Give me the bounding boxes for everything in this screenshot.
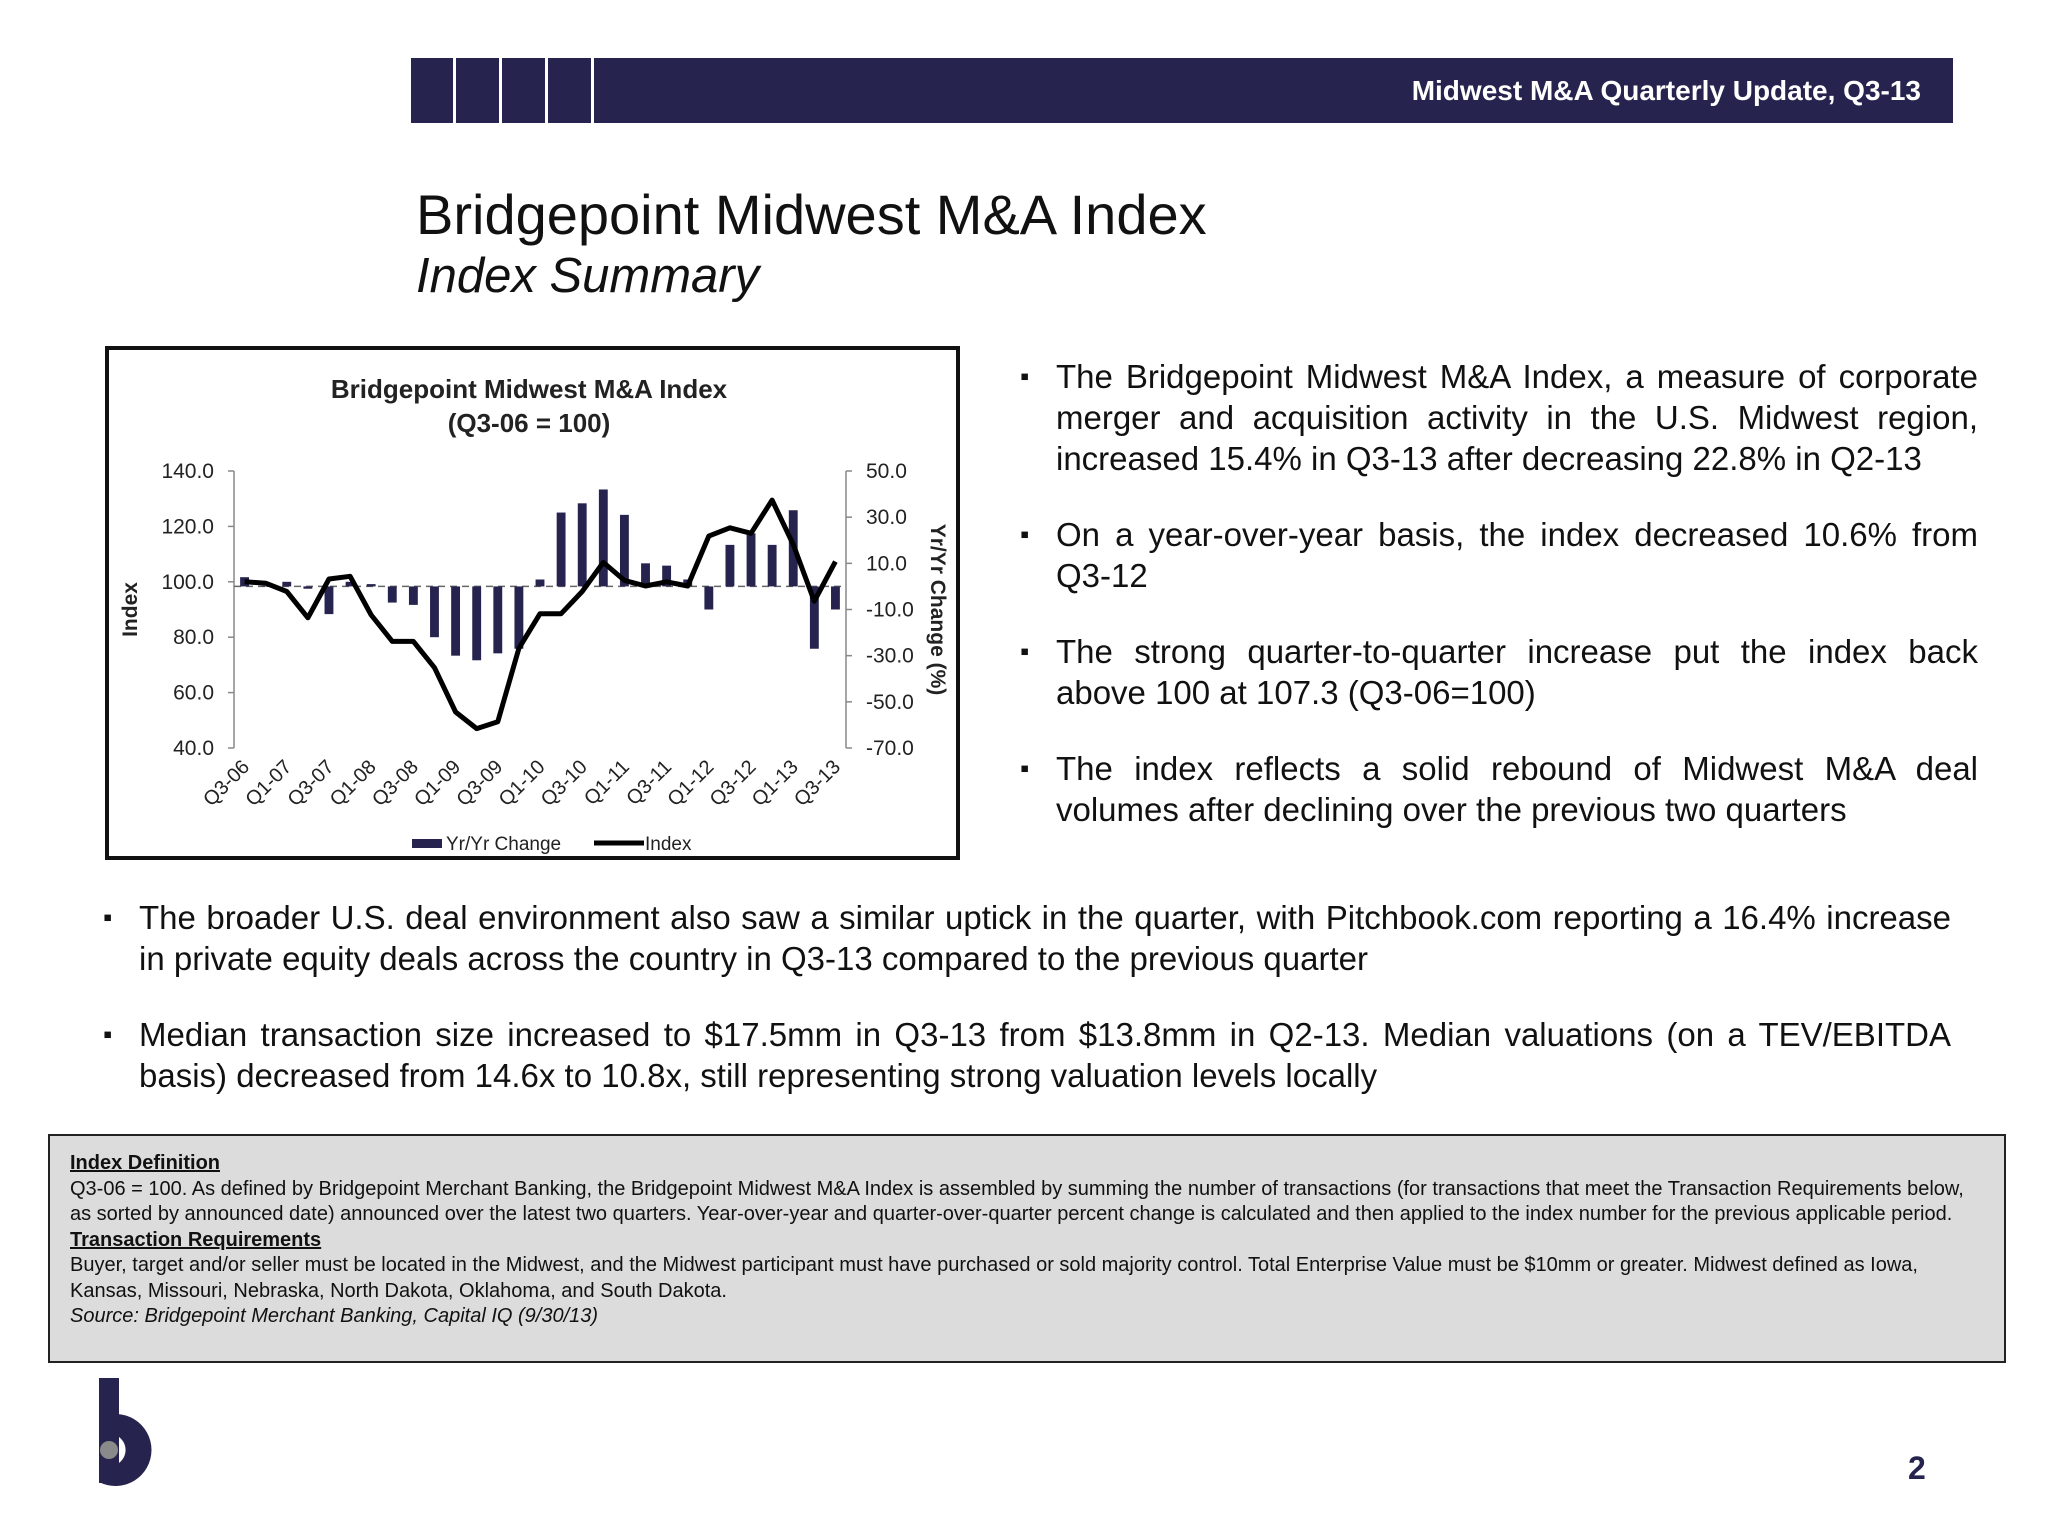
x-tick-label: Q3-13 [790, 756, 845, 811]
bullet-item: The broader U.S. deal environment also s… [103, 897, 1951, 979]
logo-dot [100, 1441, 118, 1459]
bar-yr-yr-change [345, 581, 355, 587]
left-tick-label: 100.0 [161, 571, 214, 594]
bar-yr-yr-change [641, 563, 650, 587]
source-note: Source: Bridgepoint Merchant Banking, Ca… [70, 1305, 599, 1327]
bar-yr-yr-change [767, 544, 777, 587]
bridgepoint-logo [97, 1378, 187, 1503]
x-tick-label: Q3-11 [622, 756, 676, 810]
left-tick-label: 80.0 [173, 626, 214, 649]
x-tick-label: Q1-11 [580, 756, 634, 810]
bar-yr-yr-change [577, 503, 587, 587]
left-tick-label: 120.0 [161, 515, 214, 538]
right-tick-label: -10.0 [866, 599, 914, 622]
bar-yr-yr-change [408, 586, 418, 605]
chart-title: Bridgepoint Midwest M&A Index [331, 374, 728, 404]
bar-yr-yr-change [430, 586, 439, 638]
page-number: 2 [1908, 1450, 1926, 1486]
bullet-item: The strong quarter-to-quarter increase p… [1020, 631, 1978, 713]
left-axis-title: Index [119, 582, 142, 637]
summary-bullets: The Bridgepoint Midwest M&A Index, a mea… [1020, 356, 1978, 865]
market-bullets: The broader U.S. deal environment also s… [103, 897, 1951, 1131]
left-tick-label: 40.0 [173, 737, 214, 760]
legend-bar-swatch [412, 839, 442, 848]
x-tick-label: Q3-08 [368, 756, 423, 811]
bar-yr-yr-change [746, 533, 756, 587]
x-tick-label: Q3-10 [537, 756, 592, 811]
x-tick-label: Q3-06 [199, 756, 254, 811]
bullet-item: The Bridgepoint Midwest M&A Index, a mea… [1020, 356, 1978, 479]
x-tick-label: Q1-12 [663, 756, 718, 811]
bar-yr-yr-change [451, 586, 461, 656]
index-definition-text: Q3-06 = 100. As defined by Bridgepoint M… [70, 1177, 1964, 1226]
header-bar: Midwest M&A Quarterly Update, Q3-13 [411, 58, 1953, 123]
right-tick-label: -70.0 [866, 737, 914, 760]
index-line [244, 497, 838, 732]
bar-yr-yr-change [303, 586, 313, 589]
bar-yr-yr-change [556, 512, 566, 587]
legend-label: Yr/Yr Change [446, 834, 561, 855]
page-subtitle: Index Summary [416, 249, 760, 303]
right-tick-label: 10.0 [866, 552, 907, 575]
bar-yr-yr-change [598, 489, 608, 587]
right-tick-label: 50.0 [866, 460, 907, 483]
right-tick-label: 30.0 [866, 506, 907, 529]
header-divider [499, 58, 502, 123]
bar-yr-yr-change [725, 544, 735, 587]
bar-yr-yr-change [704, 586, 714, 610]
definition-box: Index Definition Q3-06 = 100. As defined… [48, 1134, 2006, 1363]
x-tick-label: Q3-07 [284, 756, 339, 811]
bar-yr-yr-change [662, 565, 672, 587]
x-tick-label: Q3-12 [706, 756, 761, 811]
transaction-requirements-heading: Transaction Requirements [70, 1228, 322, 1251]
x-tick-label: Q1-09 [410, 756, 465, 811]
bullet-item: On a year-over-year basis, the index dec… [1020, 514, 1978, 596]
x-tick-label: Q1-07 [241, 756, 296, 811]
transaction-requirements-text: Buyer, target and/or seller must be loca… [70, 1254, 1918, 1302]
logo-bowl [99, 1414, 152, 1486]
bullet-item: The index reflects a solid rebound of Mi… [1020, 748, 1978, 830]
header-title: Midwest M&A Quarterly Update, Q3-13 [1411, 75, 1921, 106]
bar-yr-yr-change [493, 586, 503, 654]
bar-yr-yr-change [619, 514, 629, 587]
index-chart: Bridgepoint Midwest M&A Index (Q3-06 = 10… [119, 374, 949, 855]
bar-yr-yr-change [261, 586, 271, 587]
header-divider [591, 58, 594, 123]
bar-yr-yr-change [387, 586, 397, 603]
index-definition-heading: Index Definition [70, 1152, 220, 1174]
header-divider [545, 58, 548, 123]
bar-yr-yr-change [282, 581, 292, 587]
x-tick-label: Q1-10 [495, 756, 550, 811]
left-tick-label: 60.0 [173, 682, 214, 705]
bar-yr-yr-change [324, 586, 334, 615]
left-tick-label: 140.0 [161, 460, 214, 483]
page-title: Bridgepoint Midwest M&A Index [416, 183, 1207, 246]
right-axis-title: Yr/Yr Change (%) [926, 524, 949, 696]
bar-yr-yr-change [831, 586, 840, 610]
x-tick-label: Q1-13 [748, 756, 803, 811]
bar-yr-yr-change [472, 586, 482, 661]
x-tick-label: Q1-08 [326, 756, 381, 811]
bullet-item: Median transaction size increased to $17… [103, 1014, 1951, 1096]
bar-yr-yr-change [535, 579, 545, 587]
chart-subtitle: (Q3-06 = 100) [448, 408, 611, 438]
x-tick-label: Q3-09 [452, 756, 507, 811]
bar-yr-yr-change [514, 586, 524, 649]
chart-container: Bridgepoint Midwest M&A Index (Q3-06 = 10… [105, 346, 960, 860]
bar-yr-yr-change [240, 577, 249, 587]
right-tick-label: -30.0 [866, 645, 914, 668]
bar-yr-yr-change [809, 586, 819, 649]
right-tick-label: -50.0 [866, 691, 914, 714]
bar-yr-yr-change [366, 584, 376, 587]
header-divider [453, 58, 456, 123]
legend-label: Index [645, 834, 692, 855]
